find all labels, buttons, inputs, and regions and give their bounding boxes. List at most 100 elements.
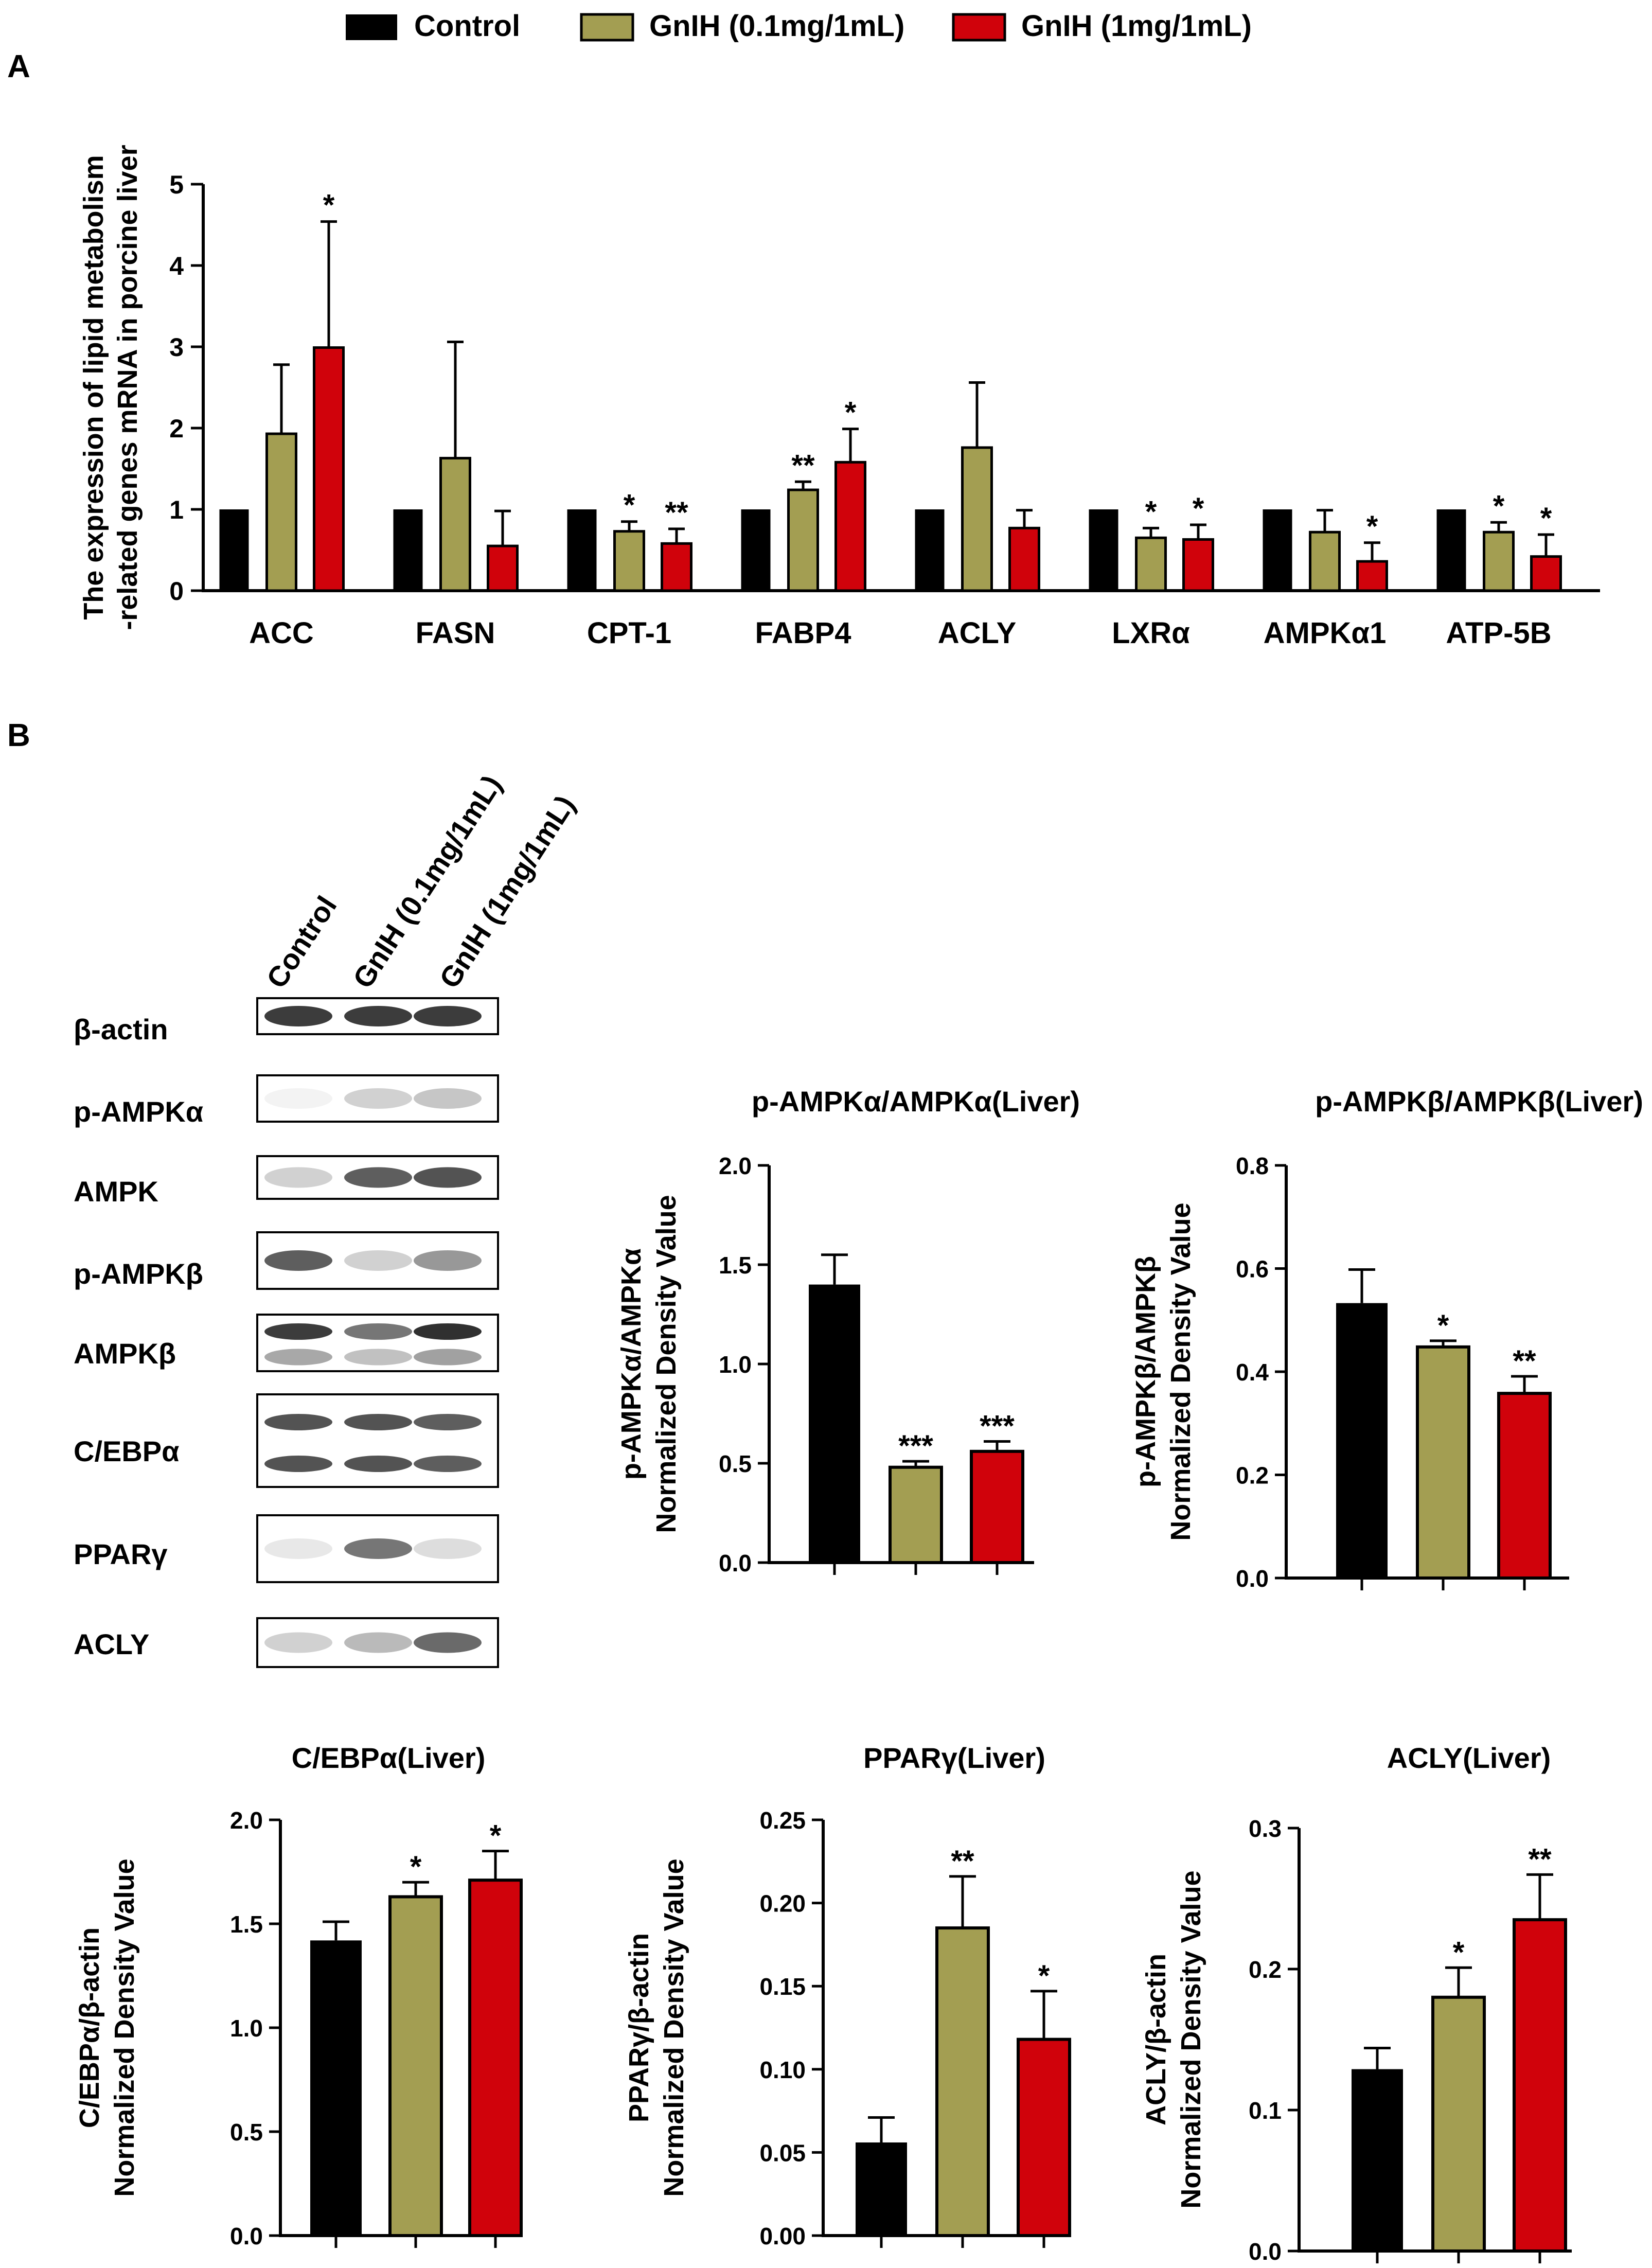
y-tick-label: 1.5	[230, 1911, 263, 1938]
blot-band	[264, 1632, 332, 1653]
legend: Control GnIH (0.1mg/1mL) GnIH (1mg/1mL)	[346, 9, 1252, 43]
y-tick-label: 0.0	[1249, 2238, 1282, 2265]
bar	[265, 432, 297, 592]
y-tick-label: 1.0	[719, 1351, 752, 1378]
y-tick-label: 0.05	[759, 2139, 806, 2166]
blot-box	[256, 1074, 499, 1123]
y-tick-label: 0.2	[1249, 1956, 1282, 1983]
blot-row-label: C/EBPα	[74, 1435, 180, 1467]
blot-band	[344, 1167, 412, 1188]
blot-band	[344, 1632, 412, 1653]
blot-row-label: β-actin	[74, 1013, 168, 1046]
bar	[661, 542, 692, 592]
bar	[1135, 536, 1167, 592]
x-tick-label: FABP4	[755, 616, 851, 650]
significance-label: **	[1513, 1344, 1536, 1378]
significance-label: *	[1038, 1959, 1050, 1993]
chart-title: C/EBPα(Liver)	[292, 1742, 486, 1774]
significance-label: *	[845, 396, 857, 430]
blot-box	[256, 1393, 499, 1488]
y-tick-label: 0.0	[1236, 1565, 1269, 1592]
panel-label-a: A	[7, 49, 30, 84]
significance-label: ***	[898, 1429, 933, 1463]
significance-label: *	[1193, 492, 1204, 525]
blot-band	[414, 1456, 482, 1472]
bar	[1008, 526, 1040, 592]
y-tick-label: 0.15	[759, 1973, 806, 2000]
significance-label: *	[323, 189, 335, 222]
bar	[1309, 530, 1341, 592]
western-blot: Control GnIH (0.1mg/1mL)GnIH (1mg/1mL)β-a…	[74, 769, 581, 1668]
blot-row-label: AMPKβ	[74, 1337, 176, 1370]
bar	[889, 1465, 943, 1564]
y-tick-label: 4	[169, 252, 184, 280]
bar	[1356, 560, 1388, 592]
p-ampka-chart: p-AMPKα/AMPKα(Liver) 0.0 0.5 1.0 1.5 2.0 p-AMP…	[616, 1085, 1080, 1576]
bar	[1436, 509, 1466, 591]
bar	[935, 1926, 990, 2238]
bar	[1089, 509, 1118, 591]
bar	[310, 1940, 362, 2236]
chart-title: ACLY(Liver)	[1387, 1742, 1551, 1774]
bar	[1513, 1918, 1567, 2253]
blot-row-label: PPARγ	[74, 1538, 168, 1570]
legend-swatch-low	[580, 13, 634, 42]
blot-band	[264, 1088, 332, 1109]
y-tick-label: 3	[169, 333, 184, 362]
legend-label-control: Control	[414, 9, 520, 43]
bar	[1497, 1392, 1552, 1580]
y-tick-label: 2.0	[230, 1807, 263, 1834]
bar	[313, 346, 345, 592]
significance-label: **	[951, 1845, 974, 1878]
bar	[1263, 509, 1292, 591]
blot-band	[344, 1088, 412, 1109]
y-tick-label: 0	[169, 577, 184, 606]
lane-label: GnIH (0.1mg/1mL)	[346, 769, 508, 994]
y-tick-label: 0.2	[1236, 1462, 1269, 1489]
blot-band	[264, 1414, 332, 1430]
significance-label: *	[1145, 495, 1157, 528]
blot-band	[414, 1006, 482, 1026]
blot-row-label: p-AMPKα	[74, 1095, 203, 1128]
significance-label: *	[410, 1850, 422, 1884]
blot-band	[344, 1349, 412, 1366]
y-axis-label-line: PPARγ/β-actin	[624, 1933, 654, 2122]
blot-row-label: p-AMPKβ	[74, 1257, 203, 1290]
bar	[1530, 555, 1562, 592]
bar	[487, 544, 519, 592]
y-axis-label-line: Normalized Density Value	[1165, 1202, 1196, 1540]
y-tick-label: 0.0	[719, 1550, 752, 1576]
blot-band	[344, 1250, 412, 1271]
y-axis-label: p-AMPKα/AMPKα Normalized Density Value	[616, 1195, 682, 1533]
pparg-chart: PPARγ(Liver) 0.00 0.05 0.10 0.15 0.20 0.25 PPAR…	[624, 1742, 1071, 2249]
y-tick-label: 1.5	[719, 1252, 752, 1279]
y-tick-label: 0.5	[230, 2119, 263, 2146]
y-tick-label: 0.25	[759, 1807, 806, 1834]
legend-label-high: GnIH (1mg/1mL)	[1021, 9, 1252, 43]
blot-band	[344, 1414, 412, 1430]
y-axis-label: p-AMPKβ/AMPKβ Normalized Density Value	[1130, 1202, 1196, 1540]
bar	[856, 2142, 907, 2236]
significance-label: *	[1540, 502, 1552, 535]
bar	[613, 530, 645, 592]
blot-row-label: AMPK	[74, 1175, 158, 1208]
y-tick-label: 2	[169, 414, 184, 443]
chart-title: p-AMPKα/AMPKα(Liver)	[752, 1085, 1080, 1118]
y-axis-label-line: p-AMPKβ/AMPKβ	[1130, 1256, 1161, 1487]
bar	[1416, 1345, 1470, 1580]
y-tick-label: 0.6	[1236, 1256, 1269, 1283]
bar	[219, 509, 249, 591]
y-tick-label: 0.20	[759, 1890, 806, 1917]
blot-band	[344, 1006, 412, 1026]
blot-band	[264, 1538, 332, 1559]
cebpa-chart: C/EBPα(Liver) 0.0 0.5 1.0 1.5 2.0 C/EBPα/β-act…	[74, 1742, 523, 2249]
y-tick-label: 1.0	[230, 2015, 263, 2042]
y-axis-label: ACLY/β-actin Normalized Density Value	[1141, 1870, 1206, 2208]
y-tick-label: 0.10	[759, 2057, 806, 2083]
blot-band	[414, 1632, 482, 1653]
significance-label: *	[1437, 1309, 1449, 1342]
y-axis-label: C/EBPα/β-actin Normalized Density Value	[74, 1858, 140, 2196]
bar	[961, 446, 993, 592]
bar	[393, 509, 423, 591]
